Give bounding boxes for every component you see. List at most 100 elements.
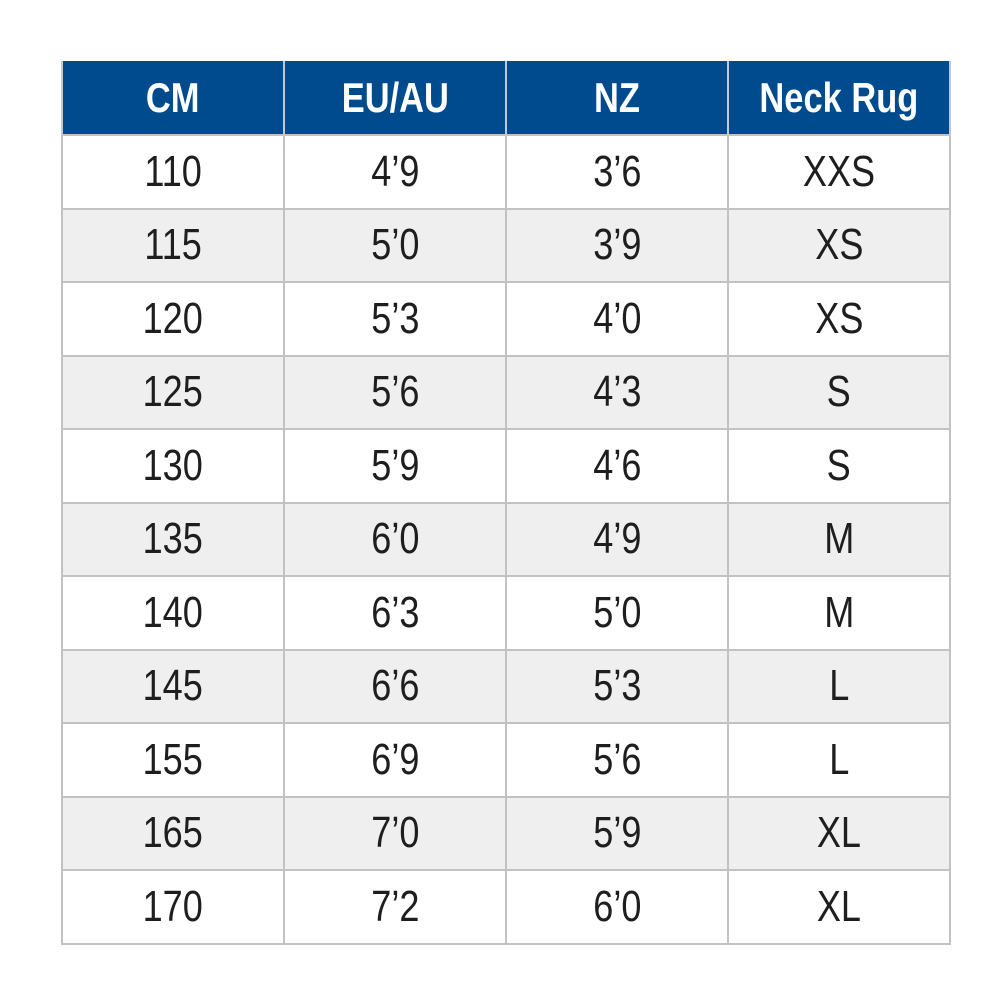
cell-value: 3’9 [592,220,642,270]
cell-cm: 120 [61,281,285,357]
cell-value: 5’3 [370,293,420,343]
cell-neck-rug: S [727,428,951,504]
table-row: 165 7’0 5’9 XL [61,795,951,871]
cell-value: 5’9 [370,440,420,490]
cell-value: 6’0 [592,881,642,931]
cell-value: 7’0 [370,808,420,858]
cell-value: 5’3 [592,661,642,711]
cell-eu-au: 6’9 [283,722,507,798]
cell-cm: 115 [61,207,285,283]
table-row: 145 6’6 5’3 L [61,648,951,724]
cell-value: 5’0 [370,220,420,270]
size-chart-table: CM EU/AU NZ Neck Rug 110 4’9 3’6 XXS 115 5’0 3’9 X… [61,61,951,945]
cell-value: 130 [142,440,204,490]
table-row: 140 6’3 5’0 M [61,575,951,651]
cell-value: 6’6 [370,661,420,711]
cell-value: 5’9 [592,808,642,858]
column-header-cm: CM [61,61,285,135]
cell-value: 155 [142,734,204,784]
cell-value: L [828,661,850,711]
cell-cm: 140 [61,575,285,651]
cell-value: 125 [142,367,204,417]
cell-cm: 165 [61,795,285,871]
cell-cm: 110 [61,134,285,210]
cell-value: 170 [142,881,204,931]
table-row: 155 6’9 5’6 L [61,722,951,798]
cell-nz: 4’3 [505,354,729,430]
cell-eu-au: 7’2 [283,869,507,945]
cell-eu-au: 5’9 [283,428,507,504]
cell-neck-rug: XL [727,869,951,945]
cell-value: 4’3 [592,367,642,417]
cell-neck-rug: S [727,354,951,430]
cell-value: 4’9 [370,146,420,196]
cell-value: XS [814,220,864,270]
cell-neck-rug: M [727,575,951,651]
cell-value: 135 [142,514,204,564]
cell-nz: 4’9 [505,501,729,577]
cell-value: 140 [142,587,204,637]
cell-value: 3’6 [592,146,642,196]
table-row: 120 5’3 4’0 XS [61,281,951,357]
cell-value: S [826,367,852,417]
cell-value: M [823,514,855,564]
cell-value: 5’6 [370,367,420,417]
column-header-eu-au: EU/AU [283,61,507,135]
cell-value: XL [816,881,862,931]
cell-value: 7’2 [370,881,420,931]
column-header-label: EU/AU [341,73,449,121]
cell-eu-au: 6’3 [283,575,507,651]
cell-neck-rug: L [727,648,951,724]
cell-value: L [828,734,850,784]
table-row: 115 5’0 3’9 XS [61,207,951,283]
cell-cm: 145 [61,648,285,724]
cell-nz: 5’3 [505,648,729,724]
cell-eu-au: 5’0 [283,207,507,283]
column-header-label: NZ [594,73,640,121]
cell-nz: 5’0 [505,575,729,651]
cell-eu-au: 6’0 [283,501,507,577]
cell-neck-rug: XS [727,207,951,283]
column-header-nz: NZ [505,61,729,135]
cell-cm: 170 [61,869,285,945]
cell-value: 115 [144,220,202,270]
cell-cm: 125 [61,354,285,430]
table-row: 125 5’6 4’3 S [61,354,951,430]
cell-eu-au: 5’6 [283,354,507,430]
table-row: 110 4’9 3’6 XXS [61,134,951,210]
table-row: 135 6’0 4’9 M [61,501,951,577]
column-header-label: CM [146,73,200,121]
cell-neck-rug: L [727,722,951,798]
cell-nz: 3’6 [505,134,729,210]
cell-nz: 3’9 [505,207,729,283]
cell-value: 4’9 [592,514,642,564]
cell-value: 4’0 [592,293,642,343]
cell-value: M [823,587,855,637]
table-row: 170 7’2 6’0 XL [61,869,951,945]
cell-cm: 135 [61,501,285,577]
cell-value: 5’6 [592,734,642,784]
cell-value: 6’3 [370,587,420,637]
cell-neck-rug: XXS [727,134,951,210]
cell-nz: 6’0 [505,869,729,945]
cell-nz: 5’6 [505,722,729,798]
cell-nz: 4’0 [505,281,729,357]
cell-neck-rug: XL [727,795,951,871]
cell-value: 4’6 [592,440,642,490]
header-row: CM EU/AU NZ Neck Rug [61,61,951,135]
cell-cm: 155 [61,722,285,798]
column-header-label: Neck Rug [759,73,919,121]
cell-value: 145 [142,661,204,711]
cell-eu-au: 6’6 [283,648,507,724]
cell-nz: 4’6 [505,428,729,504]
cell-eu-au: 5’3 [283,281,507,357]
cell-value: 120 [142,293,204,343]
cell-value: XL [816,808,862,858]
cell-value: XXS [802,146,876,196]
cell-eu-au: 4’9 [283,134,507,210]
cell-eu-au: 7’0 [283,795,507,871]
cell-nz: 5’9 [505,795,729,871]
table-row: 130 5’9 4’6 S [61,428,951,504]
cell-value: XS [814,293,864,343]
cell-value: 6’0 [370,514,420,564]
